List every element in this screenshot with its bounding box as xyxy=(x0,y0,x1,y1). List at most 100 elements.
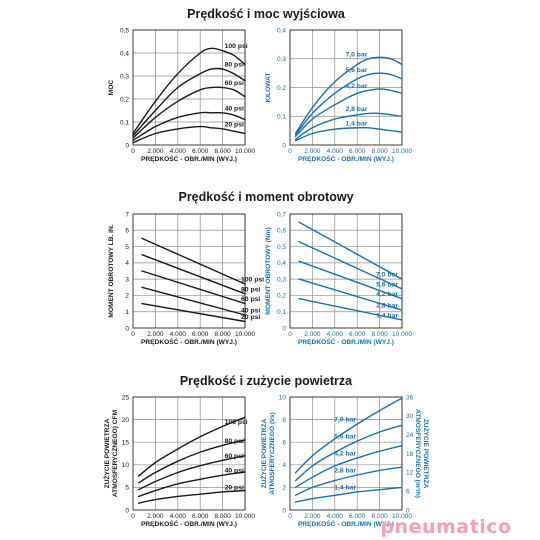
x-tick-label: 8.000 xyxy=(214,513,231,520)
y-axis-label-line: ATMOSFERYCZNEGO (l/s) xyxy=(269,412,276,494)
brand-logo: pneumatico xyxy=(380,516,511,538)
title-power: Prędkość i moc wyjściowa xyxy=(187,7,346,21)
series-line xyxy=(294,56,403,135)
series-label: 4,2 bar xyxy=(345,83,367,90)
y-tick-label: 0,5 xyxy=(120,27,129,34)
y-right-tick-label: 6 xyxy=(406,488,410,495)
series-label: 5,6 bar xyxy=(345,67,367,74)
series-label: 100 psi xyxy=(225,43,248,50)
y-axis-label-line: ATMOSFERYCZNEGO) CFM xyxy=(112,409,119,497)
y-right-tick-label: 24 xyxy=(406,432,414,439)
series-line xyxy=(294,72,403,136)
x-tick-label: 0 xyxy=(288,148,292,155)
plot-frame xyxy=(132,396,246,511)
y-axis-label-line: KILOWAT xyxy=(265,73,272,103)
x-tick-label: 6.000 xyxy=(192,148,209,155)
series-line xyxy=(141,302,246,323)
y-tick-label: 0,4 xyxy=(120,50,129,57)
series-label: 40 psi xyxy=(225,468,244,475)
title-torque: Prędkość i moment obrotowy xyxy=(178,190,353,204)
y-tick-label: 0 xyxy=(282,142,286,149)
x-axis-label: PRĘDKOŚĆ - OBR./MIN (WYJ.) xyxy=(141,154,237,163)
y-axis-label-line: ZUŻYCIE POWIETRZA xyxy=(260,418,268,488)
series-line xyxy=(137,416,246,477)
x-tick-label: 4.000 xyxy=(327,331,344,338)
series-line xyxy=(132,111,246,142)
series-label: 80 psi xyxy=(225,438,244,445)
x-tick-label: 2.000 xyxy=(147,148,164,155)
x-tick-label: 6.000 xyxy=(349,331,366,338)
y-axis-label: KILOWAT xyxy=(265,73,272,103)
title-air: Prędkość i zużycie powietrza xyxy=(180,374,353,388)
y-tick-label: 1 xyxy=(125,309,129,316)
series-line xyxy=(298,278,403,311)
y-axis-label: ZUŻYCIE POWIETRZAATMOSFERYCZNEGO (l/s) xyxy=(260,412,276,494)
x-tick-label: 8.000 xyxy=(371,513,388,520)
y-tick-label: 0,3 xyxy=(120,73,129,80)
x-tick-label: 10.000 xyxy=(392,331,412,338)
series-line xyxy=(294,466,403,496)
y-axis-label-line: MOMENT OBROTOWY (Nm) xyxy=(265,227,272,314)
y-tick-label: 0,6 xyxy=(277,228,286,235)
x-tick-label: 10.000 xyxy=(235,513,255,520)
y-right-tick-label: 36 xyxy=(406,394,414,401)
chart-power-imperial: 0 2.000 4.000 6.000 8.000 10.000 0 0,1 0,2 0,3 0,4… xyxy=(108,27,255,163)
series-line xyxy=(294,444,403,489)
y-tick-label: 7 xyxy=(125,211,129,218)
series-label: 100 psi xyxy=(241,277,264,284)
y-tick-label: 0 xyxy=(125,142,129,149)
series-label: 100 psi xyxy=(225,419,248,426)
x-tick-label: 4.000 xyxy=(327,148,344,155)
y-tick-label: 0,2 xyxy=(277,85,286,92)
x-tick-label: 4.000 xyxy=(170,331,187,338)
y-tick-label: 0,1 xyxy=(120,119,129,126)
plot-frame xyxy=(132,29,246,146)
y-axis-label-line: ZUŻYCIE POWIETRZA xyxy=(103,418,111,488)
plot-frame xyxy=(289,396,403,511)
x-tick-label: 10.000 xyxy=(392,513,412,520)
x-tick-label: 10.000 xyxy=(235,148,255,155)
y-right-tick-label: 0 xyxy=(406,507,410,514)
y-tick-label: 0,3 xyxy=(277,56,286,63)
x-tick-label: 2.000 xyxy=(147,513,164,520)
chart-air-imperial: 0 2.000 4.000 6.000 8.000 10.000 0 5 10 15 20 25 PRĘ… xyxy=(103,394,255,528)
y-right-tick-label: 30 xyxy=(406,413,414,420)
y-right-tick-label: 18 xyxy=(406,451,414,458)
x-tick-label: 0 xyxy=(288,513,292,520)
x-tick-label: 2.000 xyxy=(304,513,321,520)
series-label: 40 psi xyxy=(241,307,260,314)
series-line xyxy=(141,254,246,295)
x-axis-label: PRĘDKOŚĆ - OBR./MIN (WYJ.) xyxy=(298,154,394,163)
y-tick-label: 0,7 xyxy=(277,211,286,218)
series-line xyxy=(141,237,246,285)
x-axis-label: PRĘDKOŚĆ - OBR./MIN (WYJ.) xyxy=(141,519,237,528)
series-label: 4,2 bar xyxy=(334,451,356,458)
series-line xyxy=(132,47,246,135)
series-label: 20 psi xyxy=(225,121,244,128)
x-tick-label: 6.000 xyxy=(192,513,209,520)
series-line xyxy=(294,126,403,142)
y-axis-label: MOMENT OBROTOWY LB. IN. xyxy=(108,224,115,317)
y-tick-label: 4 xyxy=(125,260,129,267)
series-label: 4,2 bar xyxy=(376,291,398,298)
series-line xyxy=(141,286,246,316)
series-line xyxy=(137,489,246,504)
y-axis-label-line: MOC xyxy=(108,80,115,96)
x-tick-label: 6.000 xyxy=(192,331,209,338)
x-tick-label: 8.000 xyxy=(371,331,388,338)
y-tick-label: 0,1 xyxy=(277,114,286,121)
x-tick-label: 10.000 xyxy=(392,148,412,155)
y-right-axis-label-line: ATMOSFERYCZNEGO (m³/h) xyxy=(414,409,421,498)
x-tick-label: 8.000 xyxy=(214,148,231,155)
y-tick-label: 0,3 xyxy=(277,276,286,283)
series-label: 60 psi xyxy=(225,453,244,460)
x-tick-label: 0 xyxy=(131,513,135,520)
chart-air-metric: 0 2.000 4.000 6.000 8.000 10.0000246810061218… xyxy=(260,394,430,528)
grid xyxy=(133,213,246,328)
series-label: 40 psi xyxy=(225,105,244,112)
series-label: 60 psi xyxy=(225,80,244,87)
series-label: 1,4 bar xyxy=(334,484,356,491)
series-label: 20 psi xyxy=(225,484,244,491)
chart-power-metric: 0 2.000 4.000 6.000 8.000 10.000 0 0,1 0,2 0,3 0,4… xyxy=(265,27,412,163)
y-tick-label: 0,4 xyxy=(277,27,286,34)
